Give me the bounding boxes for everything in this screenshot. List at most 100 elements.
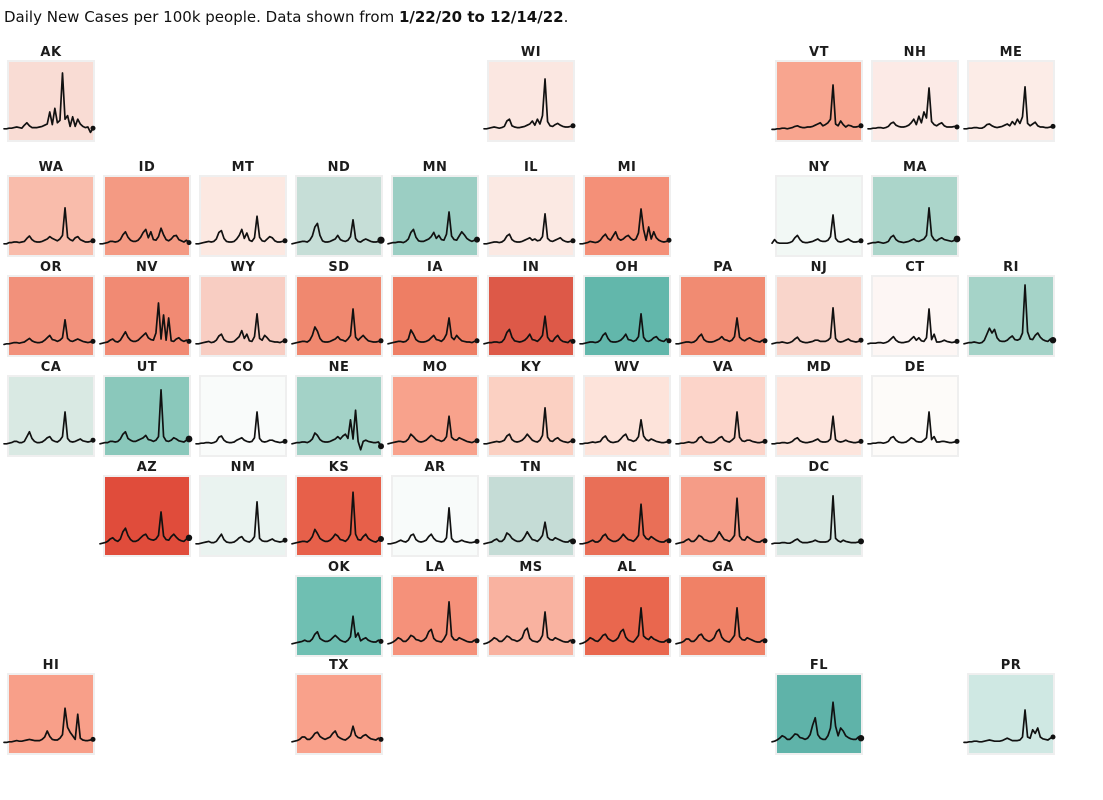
state-tile: AZ [99,460,195,555]
sparkline-chart [579,606,672,645]
state-tile: AK [3,45,99,140]
sparkline-end-dot [378,638,384,644]
state-tile: WI [483,45,579,140]
state-tile: WV [579,360,675,455]
sparkline-chart [963,85,1056,130]
sparkline-chart [195,215,288,245]
sparkline-chart [291,491,384,545]
sparkline-end-dot [857,735,865,742]
state-tile: NH [867,45,963,140]
state-sparkline-box [675,277,768,355]
state-label: NJ [810,260,828,275]
sparkline-chart [291,725,384,743]
state-sparkline-box [867,377,960,455]
state-sparkline-box [3,377,96,455]
sparkline-path [867,308,958,345]
state-label: WV [614,360,640,375]
state-tile: MS [483,560,579,655]
state-sparkline-box [387,577,480,655]
sparkline-end-dot [858,123,864,129]
state-sparkline-box [483,377,576,455]
state-tile: NV [99,260,195,355]
sparkline-chart [771,306,864,345]
sparkline-end-dot [954,124,960,130]
sparkline-end-dot [954,338,960,344]
sparkline-chart [867,206,961,245]
sparkline-path [771,84,862,131]
sparkline-chart [483,78,576,130]
state-sparkline-box [291,577,384,655]
state-label: VA [712,360,734,375]
sparkline-chart [579,418,672,445]
sparkline-end-dot [282,438,288,444]
sparkline-end-dot [953,235,961,243]
state-tile: OR [3,260,99,355]
state-label: AL [617,560,637,575]
state-sparkline-box [483,177,576,255]
sparkline-end-dot [90,125,96,131]
state-tile: AL [579,560,675,655]
sparkline-chart [3,707,96,744]
sparkline-chart [195,500,288,545]
title-suffix: . [563,8,569,26]
sparkline-path [675,606,766,645]
state-label: AR [424,460,446,475]
sparkline-end-dot [858,438,864,444]
sparkline-path [99,302,190,345]
state-label: ME [999,45,1023,60]
state-sparkline-box [483,477,576,555]
state-tile: ID [99,160,195,255]
state-sparkline-box [963,675,1056,753]
state-label: NY [808,160,830,175]
state-label: UT [136,360,158,375]
sparkline-end-dot [474,438,480,444]
sparkline-end-dot [378,536,384,542]
state-sparkline-box [291,177,385,255]
state-label: OR [39,260,63,275]
state-label: CT [905,260,925,275]
title-prefix: Daily New Cases per 100k people. Data sh… [4,8,399,26]
sparkline-chart [387,600,480,645]
state-tile: DC [771,460,867,555]
state-label: NV [136,260,158,275]
state-tile: MI [579,160,675,255]
sparkline-path [483,406,574,445]
sparkline-end-dot [282,338,288,344]
state-tile: SD [291,260,387,355]
state-tile: NM [195,460,291,555]
state-sparkline-box [195,177,288,255]
sparkline-end-dot [186,338,192,344]
sparkline-chart [483,212,576,245]
state-sparkline-box [579,277,672,355]
sparkline-end-dot [954,438,960,444]
sparkline-end-dot [90,238,96,244]
sparkline-path [483,212,574,245]
state-tile: FL [771,658,867,753]
sparkline-path [483,611,574,645]
state-sparkline-box [99,377,193,455]
state-label: LA [425,560,445,575]
state-label: WY [230,260,256,275]
state-sparkline-box [387,377,480,455]
sparkline-path [771,701,862,743]
state-label: NM [230,460,256,475]
sparkline-path [195,500,286,545]
sparkline-end-dot [90,736,96,742]
sparkline-chart [771,84,864,131]
state-label: AZ [136,460,158,475]
sparkline-path [99,388,190,445]
sparkline-end-dot [666,438,672,444]
state-label: TN [520,460,542,475]
sparkline-chart [3,72,96,134]
sparkline-chart [483,611,576,645]
sparkline-chart [867,308,960,345]
state-sparkline-box [483,577,576,655]
sparkline-end-dot [474,538,480,544]
sparkline-end-dot [1049,337,1057,344]
state-label: WA [38,160,64,175]
sparkline-path [963,85,1054,130]
state-sparkline-box [771,277,864,355]
sparkline-path [771,494,862,545]
sparkline-chart [579,208,672,245]
state-label: OK [327,560,351,575]
